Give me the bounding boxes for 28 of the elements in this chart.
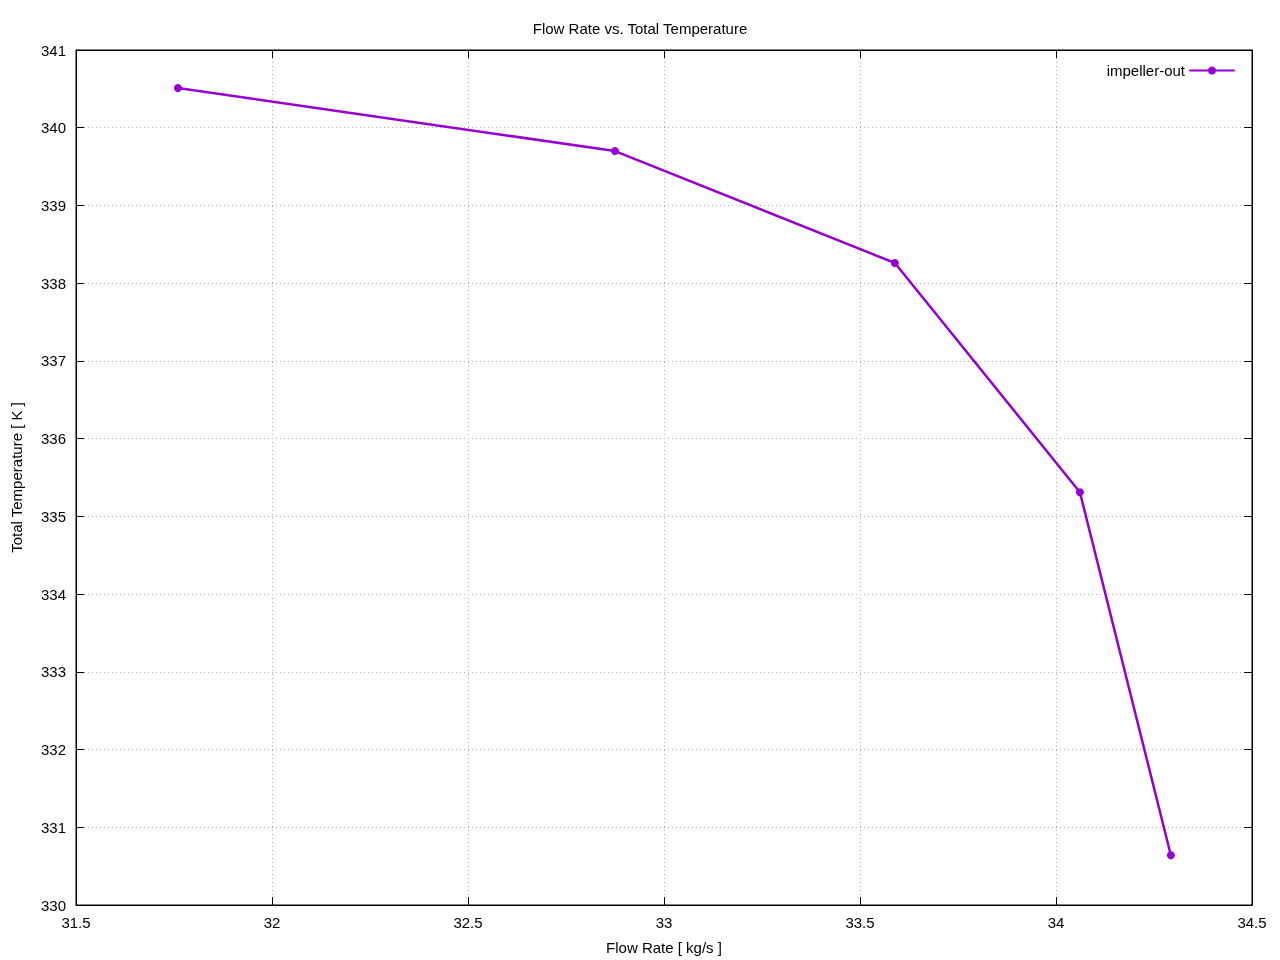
point [611, 147, 619, 156]
point [173, 84, 182, 93]
point [1166, 851, 1175, 860]
y-axis-title: Total Temperature [ K ] [8, 402, 25, 553]
y-tick-label: 339 [40, 196, 66, 214]
x-tick-label: 33 [655, 914, 673, 931]
x-tick-label: 34.5 [1237, 914, 1267, 931]
y-tick-label: 332 [40, 741, 66, 759]
y-tick-label: 338 [40, 274, 66, 292]
y-tick-label: 334 [40, 585, 66, 603]
y-tick-label: 330 [40, 896, 66, 914]
point [890, 258, 899, 267]
x-tick-label: 32 [263, 914, 281, 931]
y-tick-label: 333 [40, 663, 66, 681]
x-axis-title: Flow Rate [ kg/s ] [606, 939, 722, 956]
x-tick-label: 33.5 [845, 914, 875, 931]
x-tick-label: 31.5 [61, 914, 91, 931]
y-tick-label: 331 [40, 818, 66, 836]
y-tick-label: 335 [40, 507, 66, 525]
y-tick-label: 336 [40, 430, 66, 448]
x-tick-label: 34 [1047, 914, 1065, 931]
y-tick-label: 337 [40, 352, 66, 370]
y-tick-label: 340 [40, 119, 66, 137]
y-tick-label: 341 [40, 41, 66, 59]
chart-title: Flow Rate vs. Total Temperature [532, 20, 748, 37]
point [1075, 488, 1084, 497]
x-tick-label: 32.5 [453, 914, 483, 931]
legend-label: impeller-out [1106, 62, 1186, 79]
